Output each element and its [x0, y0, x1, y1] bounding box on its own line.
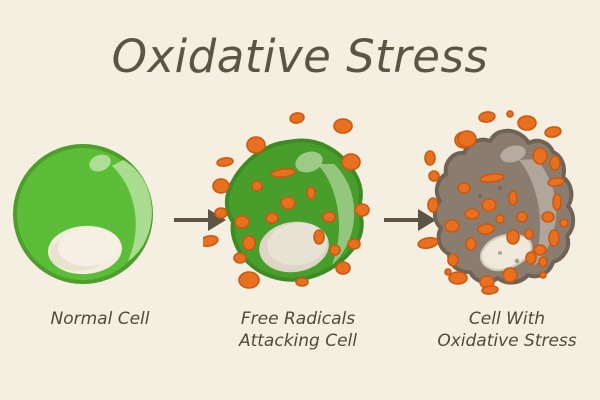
free-radical-icon	[464, 208, 480, 220]
cell-highlight-arc	[112, 160, 152, 261]
free-radical-icon	[234, 215, 250, 229]
stage-normal-cell: Normal Cell	[5, 110, 195, 370]
free-radical-icon	[506, 229, 520, 245]
free-radical-icon	[444, 268, 452, 276]
free-radical-icon	[280, 196, 296, 210]
free-radical-icon	[457, 130, 477, 148]
free-radical-icon	[333, 118, 353, 134]
free-radical-icon	[214, 207, 228, 219]
free-radical-icon	[265, 212, 279, 224]
caption-line: Attacking Cell	[238, 331, 358, 351]
free-radical-icon	[539, 271, 547, 279]
cell-highlight-dot	[500, 145, 526, 163]
free-radical-icon	[447, 253, 459, 267]
free-radical-icon	[329, 244, 341, 256]
free-radical-icon	[341, 153, 361, 171]
caption-cell-with-oxidative-stress: Cell With Oxidative Stress	[412, 308, 600, 352]
nucleus-speck	[498, 251, 502, 255]
free-radical-icon	[212, 178, 230, 194]
stage-cell-with-oxidative-stress: Cell With Oxidative Stress	[412, 110, 600, 370]
free-radical-icon	[524, 228, 534, 240]
free-radical-icon	[444, 219, 460, 233]
caption-line: Free Radicals	[240, 309, 356, 329]
caption-line: Normal Cell	[50, 309, 150, 329]
free-radical-icon	[428, 170, 440, 182]
free-radical-icon	[495, 214, 505, 224]
damage-speck	[478, 194, 482, 198]
free-radical-icon	[502, 267, 518, 283]
free-radical-icon	[238, 271, 260, 289]
free-radical-icon	[506, 110, 514, 118]
free-radical-icon	[541, 211, 555, 223]
free-radical-icon	[354, 203, 370, 217]
healthy-green-cell-illustration	[13, 144, 153, 284]
free-radical-icon	[547, 177, 565, 187]
free-radical-icon	[313, 229, 325, 245]
free-radical-icon	[508, 190, 518, 206]
cell-highlight-dot	[295, 151, 323, 173]
free-radical-icon	[322, 211, 336, 223]
free-radical-icon	[203, 234, 219, 248]
free-radical-icon	[270, 168, 296, 178]
caption-line: Cell With	[468, 309, 546, 329]
free-radical-icon	[481, 285, 499, 295]
free-radical-icon	[233, 252, 247, 264]
free-radicals-group	[203, 112, 370, 289]
cell-nucleus-core	[58, 227, 120, 267]
arrow-right-icon	[384, 209, 436, 231]
free-radical-icon	[424, 150, 436, 166]
free-radical-icon	[532, 147, 548, 165]
free-radical-icon	[465, 237, 477, 251]
free-radical-icon	[478, 111, 496, 123]
green-cell-under-attack-illustration	[203, 112, 370, 289]
cell-highlight-arc	[317, 164, 355, 265]
free-radical-icon	[289, 112, 305, 124]
free-radical-icon	[538, 256, 548, 268]
free-radical-icon	[306, 186, 316, 200]
cell-nucleus-core	[267, 222, 327, 266]
free-radical-icon	[295, 277, 309, 287]
free-radical-icon	[481, 198, 497, 212]
free-radical-icon	[347, 238, 361, 250]
caption-normal-cell: Normal Cell	[5, 308, 195, 330]
free-radical-icon	[246, 136, 266, 154]
free-radical-icon	[457, 182, 471, 194]
free-radical-icon	[549, 155, 561, 171]
damaged-gray-cell-illustration	[417, 110, 576, 295]
free-radical-icon	[525, 251, 537, 265]
free-radical-icon	[479, 172, 505, 184]
nucleus-speck	[514, 258, 520, 264]
free-radical-icon	[427, 197, 439, 213]
caption-free-radicals-attacking-cell: Free Radicals Attacking Cell	[203, 308, 393, 352]
free-radical-icon	[335, 261, 351, 275]
free-radical-icon	[544, 126, 562, 138]
stage-free-radicals-attacking-cell: Free Radicals Attacking Cell	[203, 110, 393, 370]
free-radical-icon	[559, 218, 569, 228]
caption-line: Oxidative Stress	[437, 331, 577, 351]
free-radical-icon	[251, 180, 263, 192]
free-radical-icon	[242, 235, 256, 251]
cell-highlight-arc	[519, 159, 557, 266]
free-radicals-group	[417, 110, 569, 295]
free-radical-icon	[417, 236, 439, 250]
free-radical-icon	[216, 157, 234, 167]
free-radical-icon	[533, 244, 547, 256]
cell-highlight-dot	[89, 154, 111, 172]
arrow-right-icon	[174, 209, 226, 231]
page-title: Oxidative Stress	[111, 30, 489, 83]
damage-speck	[498, 186, 502, 190]
free-radical-icon	[548, 229, 560, 247]
free-radical-icon	[477, 223, 495, 235]
free-radical-icon	[552, 193, 562, 211]
free-radical-icon	[517, 115, 537, 131]
free-radical-icon	[448, 271, 468, 285]
free-radical-icon	[516, 211, 528, 223]
